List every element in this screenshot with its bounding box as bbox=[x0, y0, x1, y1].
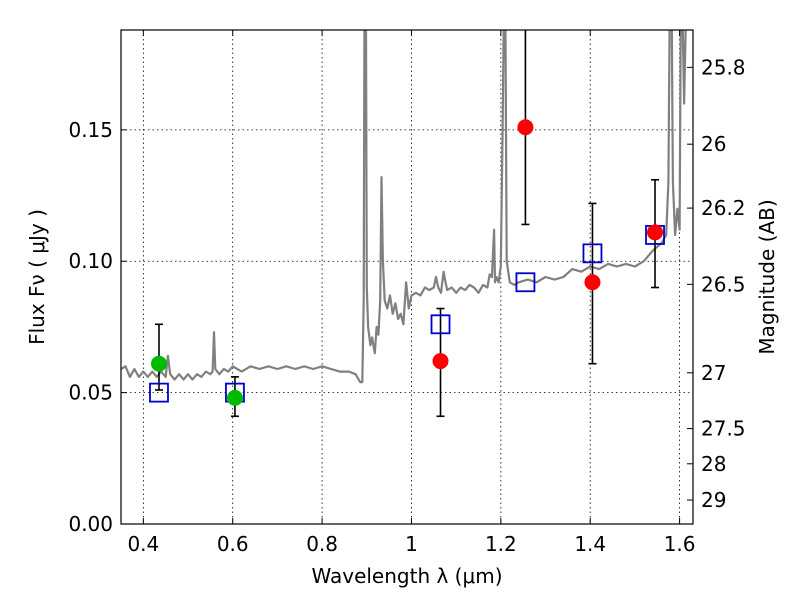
tick-labels: 0.4 0.6 0.8 1 1.2 1.4 1.6 0.00 0.05 0.10 0.15 25.8 2… bbox=[68, 55, 745, 556]
x-tick-label: 1.2 bbox=[485, 532, 517, 556]
observed-point bbox=[517, 119, 534, 136]
model-points bbox=[149, 225, 665, 403]
x-tick-label: 1.4 bbox=[574, 532, 606, 556]
x-tick-label: 0.6 bbox=[217, 532, 249, 556]
x-tick-label: 1 bbox=[405, 532, 418, 556]
mag-tick-label: 26 bbox=[701, 132, 726, 156]
model-square bbox=[430, 314, 451, 335]
y-tick-label: 0.05 bbox=[68, 381, 113, 405]
y-tick-label: 0.10 bbox=[68, 249, 113, 273]
plot-frame bbox=[120, 29, 694, 525]
observed-point bbox=[226, 389, 243, 406]
y-tick-label: 0.15 bbox=[68, 118, 113, 142]
mag-tick-label: 28 bbox=[701, 452, 726, 476]
axis-ticks bbox=[121, 30, 693, 525]
x-tick-label: 0.4 bbox=[127, 532, 159, 556]
model-square bbox=[515, 272, 536, 293]
spectrum-line bbox=[121, 30, 687, 384]
mag-tick-label: 26.5 bbox=[701, 272, 746, 296]
error-bars bbox=[154, 30, 660, 418]
mag-tick-label: 26.2 bbox=[701, 196, 746, 220]
mag-tick-label: 29 bbox=[701, 488, 726, 512]
y-tick-label: 0.00 bbox=[68, 512, 113, 536]
model-square bbox=[582, 243, 603, 264]
x-axis-label: Wavelength λ (μm) bbox=[311, 564, 502, 588]
spectrum-series bbox=[121, 30, 687, 384]
observed-point bbox=[584, 274, 601, 291]
observed-point bbox=[647, 224, 664, 241]
mag-tick-label: 25.8 bbox=[701, 55, 746, 79]
x-tick-label: 1.6 bbox=[664, 532, 696, 556]
observed-point bbox=[432, 353, 449, 370]
grid-lines bbox=[121, 30, 693, 525]
model-square bbox=[149, 382, 169, 403]
x-tick-label: 0.8 bbox=[306, 532, 338, 556]
observed-point bbox=[150, 355, 167, 372]
y-axis-label-right: Magnitude (AB) bbox=[755, 199, 779, 354]
mag-tick-label: 27 bbox=[701, 361, 726, 385]
y-axis-label: Flux Fν ( μJy ) bbox=[25, 209, 49, 345]
mag-tick-label: 27.5 bbox=[701, 417, 746, 441]
observed-points bbox=[150, 119, 664, 406]
